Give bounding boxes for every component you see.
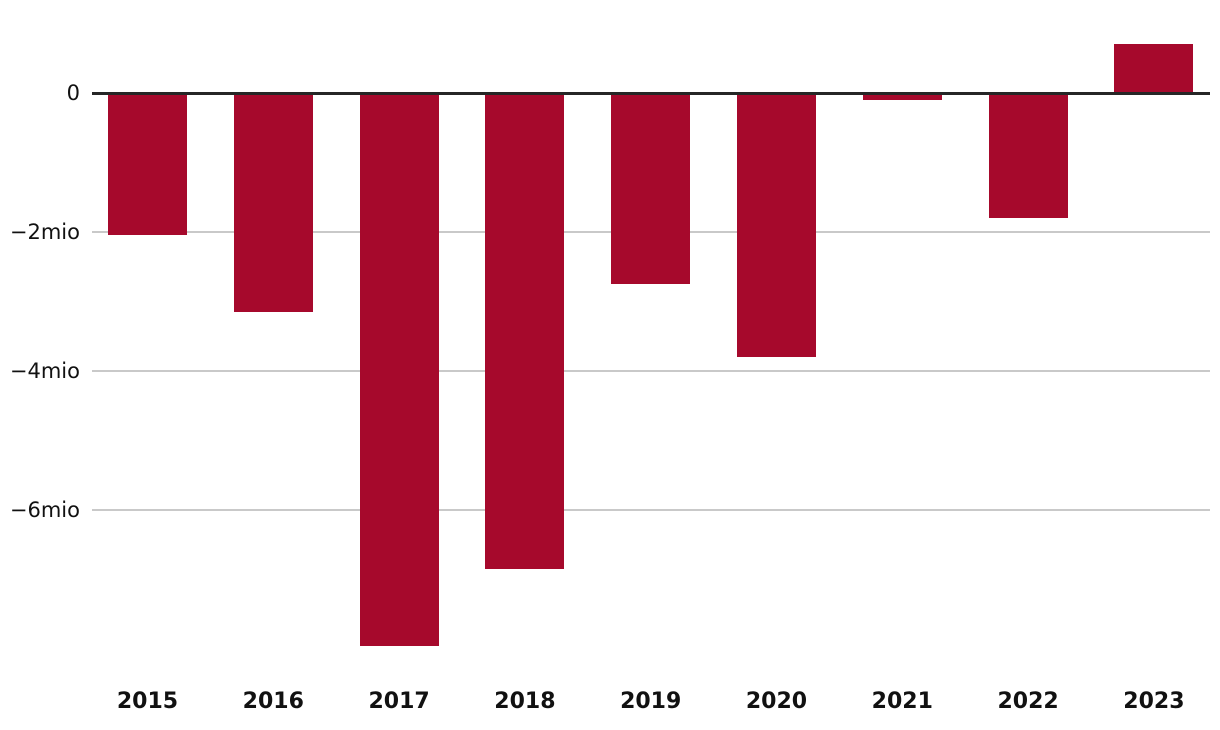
bar-2021	[862, 93, 942, 100]
x-axis-tick-label: 2016	[242, 689, 304, 714]
bar-2022	[988, 93, 1068, 219]
x-axis-tick-label: 2018	[494, 689, 556, 714]
bar-2018	[485, 93, 565, 570]
gridline	[92, 370, 1210, 372]
gridline	[92, 509, 1210, 511]
bar-2016	[233, 93, 313, 312]
zero-axis-line	[92, 91, 1210, 95]
x-axis-tick-label: 2020	[745, 689, 808, 714]
x-axis-tick-label: 2019	[620, 689, 682, 714]
bar-2017	[359, 93, 439, 646]
x-axis-tick-label: 2021	[871, 689, 933, 714]
x-axis-tick-label: 2022	[997, 689, 1059, 714]
y-axis-tick-label: −6mio	[9, 498, 80, 522]
bar-2023	[1114, 44, 1194, 93]
x-axis-tick-label: 2023	[1123, 689, 1185, 714]
bar-2020	[737, 93, 816, 358]
y-axis-tick-label: 0	[66, 81, 80, 105]
y-axis-tick-label: −2mio	[9, 220, 80, 244]
x-axis-tick-label: 2017	[368, 689, 430, 714]
x-axis-tick-label: 2015	[116, 689, 179, 714]
y-axis-tick-label: −4mio	[9, 359, 80, 383]
bar-2019	[611, 93, 691, 285]
bar-2015	[108, 93, 187, 236]
